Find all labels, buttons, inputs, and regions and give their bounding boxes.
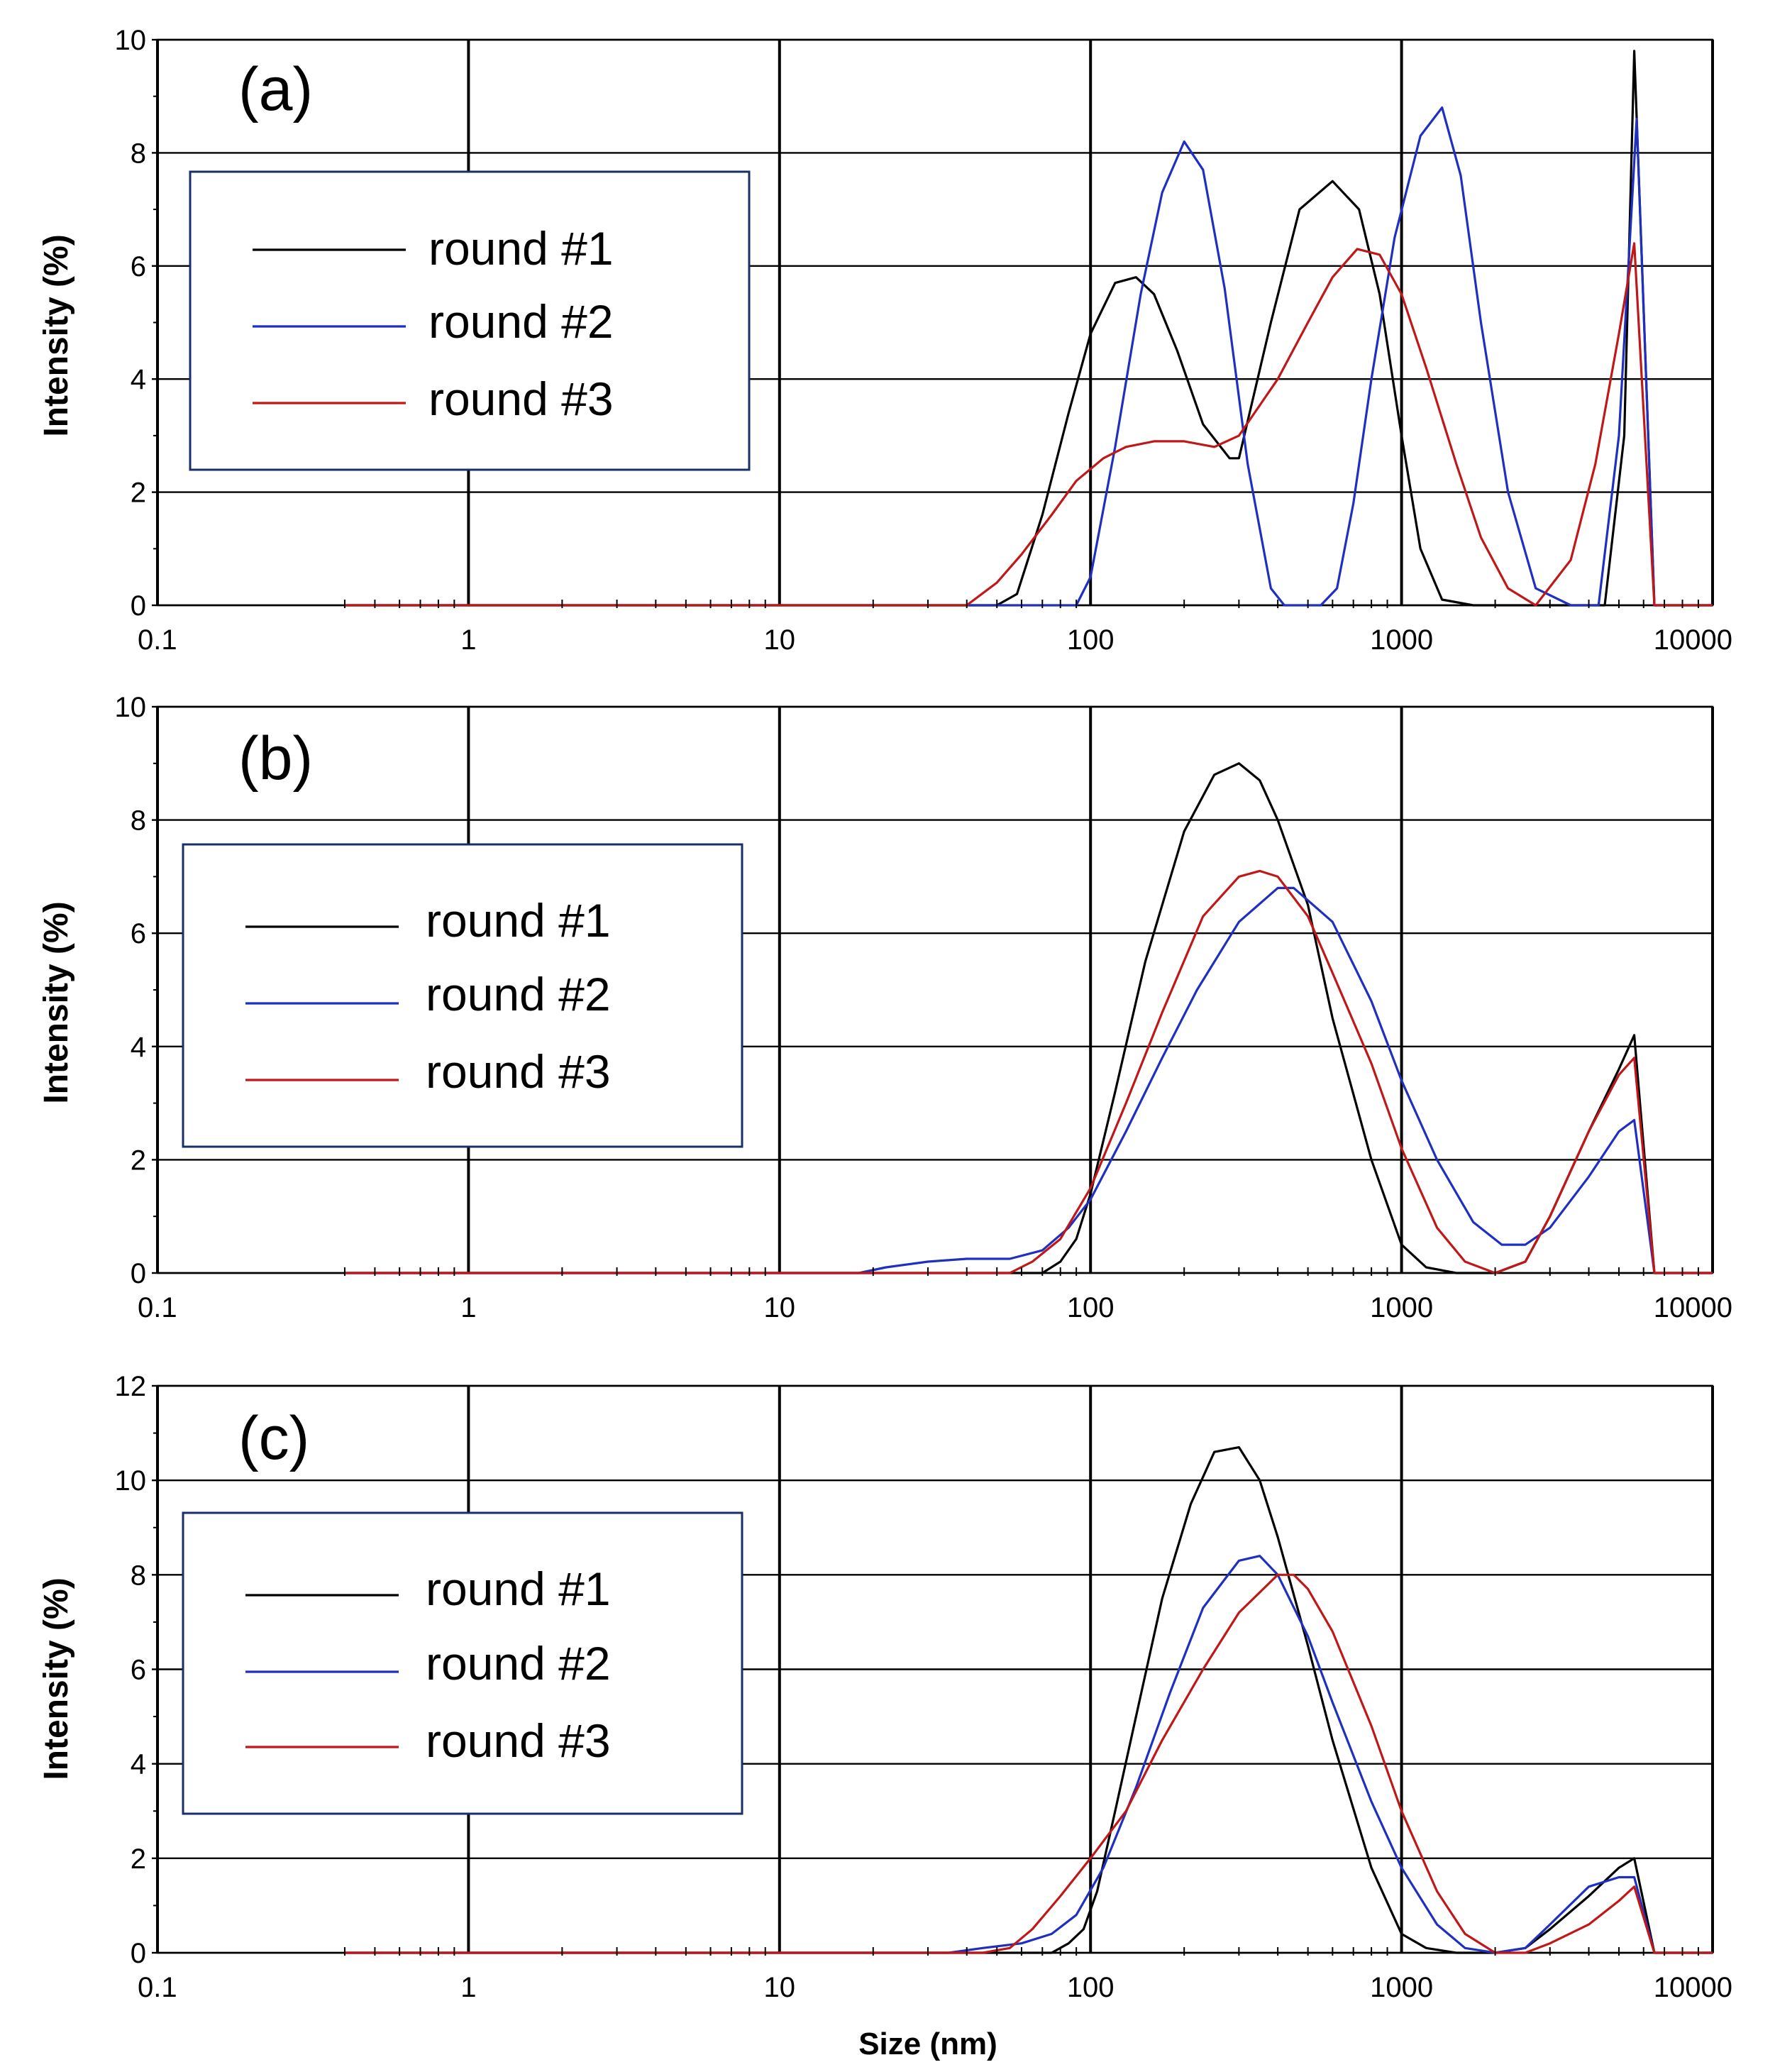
panel-a-xtick-label: 1000 [1370, 624, 1433, 656]
panel-a-ytick-label: 4 [131, 364, 146, 395]
panel-c-x-axis-label: Size (nm) [858, 2027, 997, 2061]
panel-c-xtick-label: 1 [460, 1972, 476, 2003]
panel-c-series-round-3 [344, 1573, 1713, 1954]
panel-a-y-axis-label: Intensity (%) [38, 234, 75, 436]
panel-c-ticks: 0 2 4 6 8 10 12 0.1 1 10 100 1000 10000 [115, 1371, 1733, 2003]
panel-b-ytick-label: 6 [131, 918, 146, 949]
panel-b-legend: round #1 round #2 round #3 [182, 843, 743, 1148]
panel-c-legend: round #1 round #2 round #3 [182, 1511, 743, 1815]
panel-c-ytick-label: 10 [115, 1465, 147, 1497]
panel-c-series-round-1 [344, 1445, 1713, 1954]
panel-a-series [344, 50, 1713, 607]
panel-c-xtick-label: 10 [764, 1972, 796, 2003]
panel-b-xtick-label: 0.1 [138, 1292, 177, 1323]
panel-a: 0 2 4 6 8 10 0.1 1 10 100 1000 10000 (a) Intensity … [38, 25, 1732, 656]
panel-a-legend-box [189, 170, 751, 471]
panel-c-ytick-label: 8 [131, 1560, 146, 1591]
panel-a-xtick-label: 10 [764, 624, 796, 656]
panel-b-xtick-label: 1000 [1370, 1292, 1433, 1323]
panel-a-ytick-label: 6 [131, 251, 146, 282]
panel-b-legend-label-2: round #2 [426, 968, 611, 1020]
panel-b-series [344, 762, 1713, 1274]
panel-c-xtick-label: 100 [1067, 1972, 1115, 2003]
panel-b-legend-box [182, 843, 743, 1148]
panel-c-ytick-label: 4 [131, 1749, 146, 1780]
panel-c-legend-label-2: round #2 [426, 1637, 611, 1690]
panel-b-xtick-label: 1 [460, 1292, 476, 1323]
panel-c-ytick-label: 6 [131, 1655, 146, 1686]
panel-a-series-round-3 [344, 242, 1713, 607]
panel-c-legend-label-3: round #3 [426, 1714, 611, 1767]
panel-b-ytick-label: 2 [131, 1145, 146, 1176]
panel-c-series [344, 1445, 1713, 1954]
panel-c-ytick-label: 2 [131, 1844, 146, 1875]
panel-b-legend-label-3: round #3 [426, 1045, 611, 1098]
panel-c-label: (c) [238, 1404, 309, 1472]
panel-a-ytick-label: 0 [131, 590, 146, 622]
panel-a-label: (a) [238, 55, 313, 123]
panel-c-series-round-2 [344, 1555, 1713, 1954]
panel-b-ytick-label: 8 [131, 805, 146, 837]
panel-c-ytick-label: 0 [131, 1938, 146, 1969]
panel-b-series-round-3 [344, 869, 1713, 1274]
panel-a-legend-label-2: round #2 [428, 295, 614, 348]
panel-a-series-round-2 [344, 106, 1713, 607]
panel-a-ytick-label: 2 [131, 478, 146, 509]
panel-c: 0 2 4 6 8 10 12 0.1 1 10 100 1000 10000 (c) Intensit… [38, 1371, 1732, 2061]
panel-c-y-axis-label: Intensity (%) [38, 1577, 75, 1780]
panel-b-ytick-label: 10 [115, 692, 147, 723]
panel-a-legend: round #1 round #2 round #3 [189, 170, 751, 471]
panel-a-ytick-label: 10 [115, 25, 147, 56]
panel-a-legend-label-3: round #3 [428, 373, 614, 425]
panel-c-legend-label-1: round #1 [426, 1563, 611, 1615]
panel-b-xtick-label: 10 [764, 1292, 796, 1323]
panel-b: 0 2 4 6 8 10 0.1 1 10 100 1000 10000 (b) Intensity … [38, 692, 1732, 1323]
panel-c-xtick-label: 1000 [1370, 1972, 1433, 2003]
panel-b-label: (b) [238, 724, 313, 793]
panel-b-y-axis-label: Intensity (%) [38, 901, 75, 1103]
panel-c-xtick-label: 10000 [1654, 1972, 1732, 2003]
panel-b-ticks: 0 2 4 6 8 10 0.1 1 10 100 1000 10000 [115, 692, 1733, 1323]
panel-a-ticks: 0 2 4 6 8 10 0.1 1 10 100 1000 10000 [115, 25, 1733, 656]
panel-a-xtick-label: 100 [1067, 624, 1115, 656]
panel-c-legend-box [182, 1511, 743, 1815]
panel-b-xtick-label: 100 [1067, 1292, 1115, 1323]
panel-b-ytick-label: 4 [131, 1032, 146, 1063]
panel-a-legend-label-1: round #1 [428, 222, 614, 275]
panel-a-ytick-label: 8 [131, 138, 146, 169]
panel-c-xtick-label: 0.1 [138, 1972, 177, 2003]
panel-b-legend-label-1: round #1 [426, 894, 611, 947]
panel-a-xtick-label: 1 [460, 624, 476, 656]
panel-b-ytick-label: 0 [131, 1258, 146, 1289]
panel-a-xtick-label: 0.1 [138, 624, 177, 656]
panel-c-ytick-label: 12 [115, 1371, 147, 1402]
panel-a-xtick-label: 10000 [1654, 624, 1732, 656]
panel-b-xtick-label: 10000 [1654, 1292, 1732, 1323]
